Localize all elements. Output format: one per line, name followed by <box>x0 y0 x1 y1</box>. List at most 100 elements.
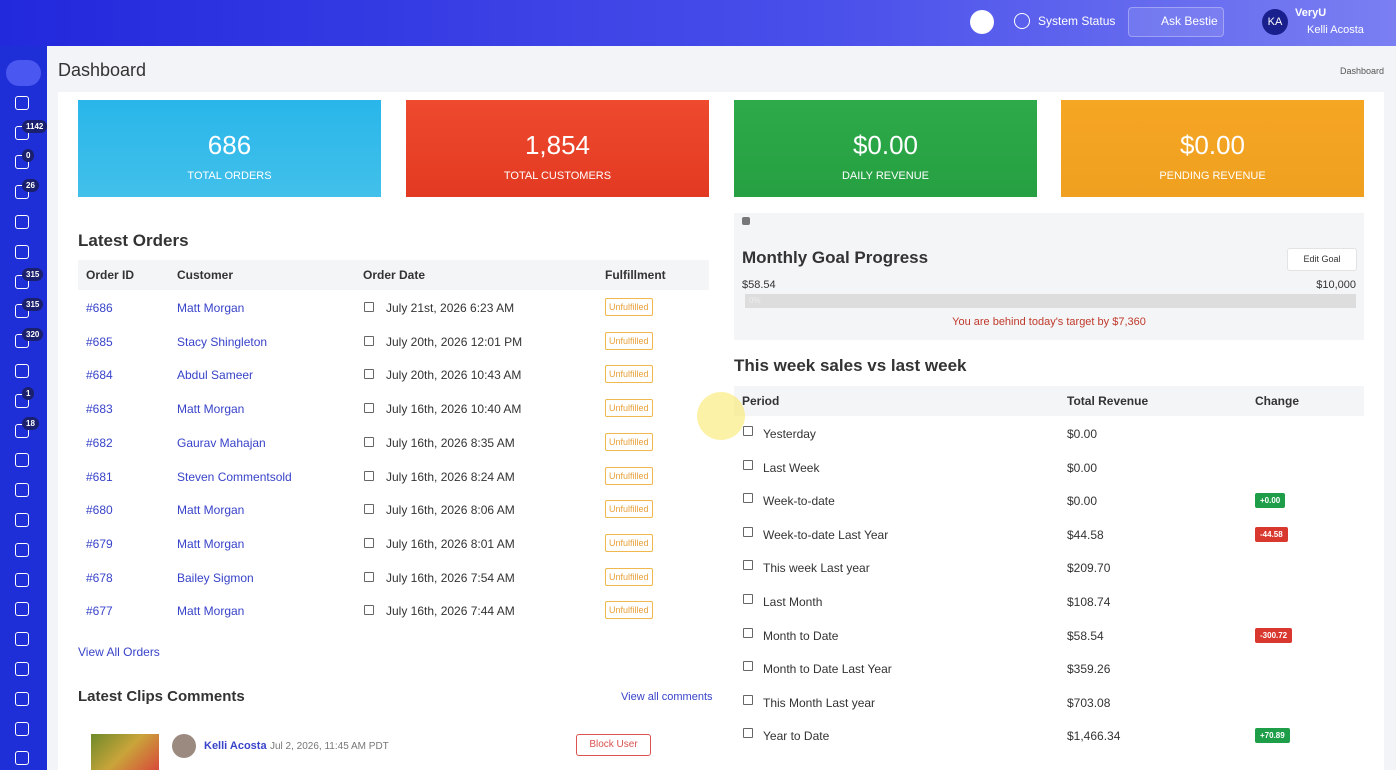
calendar-icon <box>364 302 374 312</box>
column-header: Period <box>742 394 780 408</box>
order-date: July 16th, 2026 8:06 AM <box>386 503 515 518</box>
revenue: $58.54 <box>1067 628 1104 643</box>
stat-label: DAILY REVENUE <box>841 170 929 182</box>
stat-card: $0.00 PENDING REVENUE <box>1061 100 1364 197</box>
nav-icon[interactable] <box>15 244 29 259</box>
stat-value: $0.00 <box>852 130 919 160</box>
revenue: $0.00 <box>1067 427 1098 441</box>
view-all-comments[interactable]: View all comments <box>621 691 713 703</box>
lock-icon <box>742 217 750 225</box>
section-title: Latest Clips Comments <box>78 688 245 705</box>
order-id[interactable]: #683 <box>86 402 113 417</box>
customer[interactable]: Matt Morgan <box>177 301 245 315</box>
column-header: Change <box>1255 394 1300 408</box>
topbar: System Status Ask Bestie KA VeryU Kelli … <box>0 0 1396 46</box>
stat-card: 686 TOTAL ORDERS <box>78 100 381 197</box>
nav-badge: 315 <box>22 268 44 281</box>
order-id[interactable]: #678 <box>86 570 113 585</box>
fulfillment-badge: Unfulfilled <box>605 567 653 586</box>
view-all-orders[interactable]: View All Orders <box>78 645 160 659</box>
system-status[interactable]: System Status <box>1038 14 1116 28</box>
fulfillment-badge: Unfulfilled <box>605 500 653 519</box>
theme-toggle[interactable] <box>970 10 994 34</box>
ask-bestie-button[interactable] <box>1128 7 1224 37</box>
period: Yesterday <box>763 427 816 441</box>
customer[interactable]: Gaurav Mahajan <box>177 435 266 450</box>
nav-icon[interactable] <box>15 721 29 736</box>
customer[interactable]: Matt Morgan <box>177 604 245 619</box>
nav-icon[interactable] <box>15 453 29 468</box>
order-id[interactable]: #685 <box>86 334 113 349</box>
nav-icon[interactable] <box>15 632 29 647</box>
order-id[interactable]: #680 <box>86 503 113 518</box>
stat-label: TOTAL ORDERS <box>187 170 272 182</box>
calendar-icon <box>743 493 753 504</box>
change-badge: +70.89 <box>1255 728 1290 744</box>
customer[interactable]: Stacy Shingleton <box>177 334 268 349</box>
revenue: $44.58 <box>1067 527 1104 542</box>
nav-icon[interactable] <box>15 95 29 110</box>
column-header: Total Revenue <box>1067 394 1149 408</box>
customer[interactable]: Matt Morgan <box>177 536 245 551</box>
order-date: July 16th, 2026 7:44 AM <box>386 604 515 619</box>
period: This Month Last year <box>763 695 876 710</box>
nav-icon[interactable] <box>15 364 29 378</box>
goal-note: You are behind today's target by $7,360 <box>952 316 1146 328</box>
nav-icon[interactable] <box>15 602 29 617</box>
edit-goal-button[interactable]: Edit Goal <box>1287 248 1357 271</box>
goal-title: Monthly Goal Progress <box>742 248 929 267</box>
customer[interactable]: Bailey Sigmon <box>177 570 254 585</box>
stat-card: 1,854 TOTAL CUSTOMERS <box>406 100 709 197</box>
calendar-icon <box>364 436 374 447</box>
nav-icon[interactable] <box>15 751 29 766</box>
nav-icon[interactable] <box>15 215 29 229</box>
order-id[interactable]: #681 <box>86 469 113 484</box>
column-header: Customer <box>177 268 234 282</box>
column-header: Fulfillment <box>605 268 666 282</box>
nav-icon[interactable] <box>15 691 29 706</box>
customer[interactable]: Abdul Sameer <box>177 368 254 383</box>
nav-badge: 26 <box>22 179 39 192</box>
calendar-icon <box>743 426 753 436</box>
fulfillment-badge: Unfulfilled <box>605 466 653 485</box>
ask-bestie[interactable]: Ask Bestie <box>1161 14 1218 28</box>
order-id[interactable]: #684 <box>86 368 113 383</box>
customer[interactable]: Steven Commentsold <box>177 469 292 484</box>
comment-avatar <box>172 734 196 758</box>
nav-icon[interactable] <box>15 662 29 676</box>
nav-badge: 0 <box>22 149 35 162</box>
calendar-icon <box>364 504 374 515</box>
period: Week-to-date Last Year <box>763 527 889 542</box>
revenue: $0.00 <box>1067 494 1098 509</box>
nav-badge: 1 <box>22 387 35 400</box>
order-date: July 16th, 2026 8:24 AM <box>386 469 515 484</box>
order-date: July 16th, 2026 8:35 AM <box>386 435 515 450</box>
fulfillment-badge: Unfulfilled <box>605 601 653 620</box>
customer[interactable]: Matt Morgan <box>177 402 245 417</box>
revenue: $359.26 <box>1067 662 1111 677</box>
calendar-icon <box>364 470 374 481</box>
clip-thumbnail[interactable] <box>91 734 159 770</box>
fulfillment-badge: Unfulfilled <box>605 331 653 350</box>
order-id[interactable]: #679 <box>86 536 113 551</box>
order-id[interactable]: #682 <box>86 435 113 450</box>
block-user-button[interactable]: Block User <box>576 734 651 756</box>
order-id[interactable]: #677 <box>86 604 113 619</box>
nav-icon[interactable] <box>15 572 29 587</box>
period: Last Week <box>763 460 820 475</box>
section-title: Latest Orders <box>78 231 189 250</box>
cursor-highlight <box>697 392 745 440</box>
customer[interactable]: Matt Morgan <box>177 503 245 518</box>
period: Last Month <box>763 595 823 609</box>
nav-icon[interactable] <box>15 483 29 498</box>
fulfillment-badge: Unfulfilled <box>605 298 653 316</box>
stat-card[interactable]: $0.00 DAILY REVENUE <box>734 100 1037 197</box>
nav-icon[interactable] <box>15 542 29 557</box>
breadcrumb[interactable]: Dashboard <box>1339 66 1384 76</box>
comment-author[interactable]: Kelli Acosta <box>204 740 267 752</box>
nav-icon[interactable] <box>15 513 29 527</box>
home-active[interactable] <box>6 60 41 86</box>
avatar[interactable]: KA <box>1262 9 1288 35</box>
order-id[interactable]: #686 <box>86 301 113 315</box>
